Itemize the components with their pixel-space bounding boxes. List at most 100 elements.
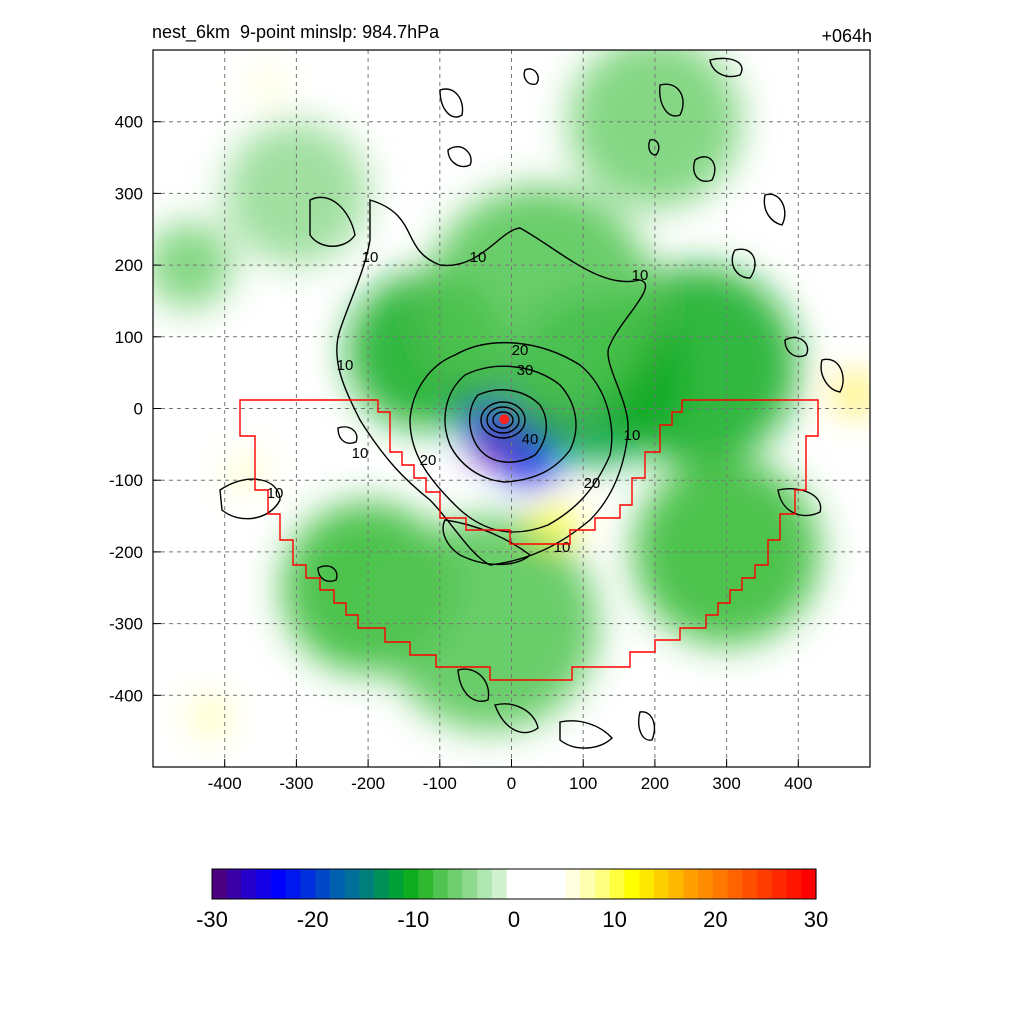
y-axis-ticks: -400 -300 -200 -100 0 100 200 300 400 xyxy=(109,113,161,705)
contour-labels: 10 10 10 10 10 10 10 10 20 20 20 30 40 xyxy=(267,249,649,556)
field-feature-10 xyxy=(568,50,741,208)
contour-cell-9 xyxy=(784,336,809,358)
contour-10-outer xyxy=(336,199,647,566)
contour-label: 10 xyxy=(362,249,379,266)
x-tick-label: 200 xyxy=(641,774,669,793)
colorbar-swatch xyxy=(698,869,714,899)
contour-label: 20 xyxy=(584,475,601,492)
field-feature-12 xyxy=(153,222,232,309)
colorbar-swatch xyxy=(712,869,729,899)
contour-band-sw xyxy=(442,519,532,566)
y-tick-label: -300 xyxy=(109,615,143,634)
y-tick-label: -100 xyxy=(109,471,143,490)
colorbar-swatch xyxy=(447,869,464,899)
colorbar-swatch xyxy=(653,869,670,899)
contour-cell-17 xyxy=(523,68,539,85)
contour-cell-10 xyxy=(820,358,844,393)
colorbar-swatch xyxy=(300,869,316,899)
contour-lines xyxy=(219,57,844,749)
colorbar-swatch xyxy=(727,869,743,899)
contour-eye-3 xyxy=(492,411,514,429)
field-feature-6 xyxy=(425,186,655,416)
colorbar-swatch xyxy=(403,869,419,899)
colorbar-tick-label: -20 xyxy=(297,907,329,932)
contour-cell-5 xyxy=(709,57,743,78)
contour-label: 10 xyxy=(632,267,649,284)
contour-label: 20 xyxy=(420,452,437,469)
contour-cell-14 xyxy=(559,720,613,749)
colorbar-swatch xyxy=(226,869,243,899)
field-feature-11 xyxy=(224,121,369,266)
y-tick-label: 400 xyxy=(115,113,143,132)
contour-cell-19 xyxy=(337,426,358,444)
colorbar-swatch xyxy=(344,869,360,899)
contour-eye-1 xyxy=(480,401,526,439)
vorticity-field xyxy=(153,50,870,732)
x-tick-label: -100 xyxy=(423,774,457,793)
colorbar-swatch xyxy=(491,869,508,899)
colorbar-ticks: -30 -20 -10 0 10 20 30 xyxy=(196,907,828,932)
y-tick-label: -400 xyxy=(109,686,143,705)
contour-cell-4 xyxy=(659,83,684,117)
colorbar-swatch xyxy=(374,869,390,899)
contour-cell-16 xyxy=(317,565,338,582)
field-feature-16 xyxy=(197,703,224,730)
contour-cell-7 xyxy=(763,193,786,226)
x-tick-label: 400 xyxy=(784,774,812,793)
y-tick-label: 0 xyxy=(134,400,143,419)
colorbar-swatch xyxy=(432,869,449,899)
contour-label: 10 xyxy=(554,539,571,556)
contour-label: 10 xyxy=(267,485,284,502)
colorbar-swatch xyxy=(771,869,788,899)
contour-label: 40 xyxy=(522,431,539,448)
field-feature-2 xyxy=(507,440,559,491)
contour-label: 10 xyxy=(624,427,641,444)
colorbar-swatch xyxy=(521,869,537,899)
y-tick-label: 300 xyxy=(115,184,143,203)
colorbar-swatch xyxy=(212,869,228,899)
x-tick-label: -300 xyxy=(279,774,313,793)
colorbar-tick-label: -30 xyxy=(196,907,228,932)
colorbar-swatch xyxy=(683,869,699,899)
colorbar-swatch xyxy=(359,869,375,899)
colorbar-swatch xyxy=(801,869,817,899)
contour-cell-12 xyxy=(457,668,490,702)
contour-cell-6 xyxy=(693,156,716,182)
x-tick-label: -400 xyxy=(208,774,242,793)
x-tick-label: 0 xyxy=(507,774,516,793)
contour-label: 20 xyxy=(512,342,529,359)
colorbar xyxy=(211,868,817,900)
colorbar-swatch xyxy=(624,869,640,899)
region-boundary xyxy=(239,399,819,681)
colorbar-tick-label: 30 xyxy=(804,907,828,932)
contour-label: 10 xyxy=(470,249,487,266)
colorbar-swatch xyxy=(241,869,257,899)
field-feature-17 xyxy=(254,72,281,99)
contour-label: 30 xyxy=(517,362,534,379)
forecast-hour-label: +064h xyxy=(821,26,872,46)
colorbar-swatch xyxy=(536,869,552,899)
contour-band-left xyxy=(219,478,281,520)
colorbar-swatch xyxy=(285,869,301,899)
colorbar-swatch xyxy=(639,869,655,899)
contour-cell-2 xyxy=(439,88,464,118)
contour-cell-18 xyxy=(648,139,660,156)
colorbar-swatch xyxy=(786,869,802,899)
colorbar-swatch xyxy=(462,869,478,899)
colorbar-swatch xyxy=(580,869,596,899)
colorbar-swatch xyxy=(270,869,287,899)
chart-title: nest_6km 9-point minslp: 984.7hPa xyxy=(152,22,440,42)
x-tick-label: -200 xyxy=(351,774,385,793)
storm-center-marker xyxy=(499,414,510,425)
x-axis-ticks: -400 -300 -200 -100 0 100 200 300 400 xyxy=(208,759,812,793)
colorbar-tick-label: 20 xyxy=(703,907,727,932)
colorbar-tick-label: -10 xyxy=(397,907,429,932)
field-feature-13 xyxy=(533,501,577,545)
colorbar-swatch xyxy=(418,869,434,899)
colorbar-swatch xyxy=(315,869,331,899)
colorbar-swatch xyxy=(477,869,493,899)
contour-40 xyxy=(469,389,547,463)
field-feature-8 xyxy=(633,458,820,646)
colorbar-swatch xyxy=(757,869,773,899)
